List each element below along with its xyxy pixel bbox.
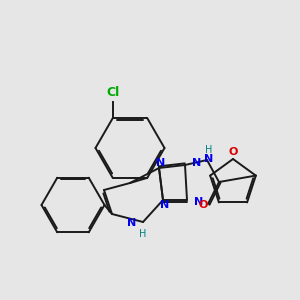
Text: N: N <box>204 154 213 164</box>
Text: O: O <box>199 200 208 211</box>
Text: O: O <box>228 147 238 157</box>
Text: N: N <box>156 158 165 168</box>
Text: N: N <box>194 197 203 207</box>
Text: N: N <box>127 218 136 228</box>
Text: Cl: Cl <box>106 85 119 99</box>
Text: H: H <box>139 229 146 238</box>
Text: N: N <box>160 200 169 210</box>
Text: N: N <box>192 158 201 168</box>
Text: H: H <box>205 145 212 154</box>
